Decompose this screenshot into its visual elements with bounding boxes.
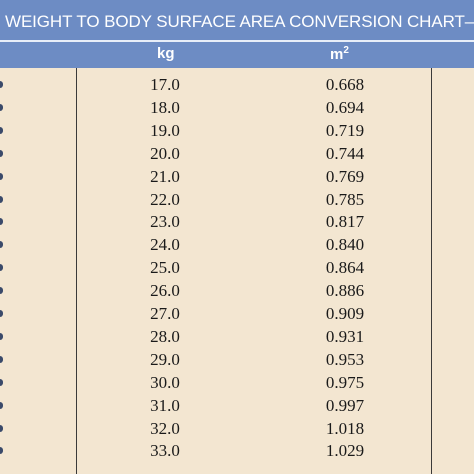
column-divider-left (76, 68, 77, 474)
table-body: 17.0 0.668 18.0 0.694 19.0 0.719 20.0 0.744 21.0… (0, 68, 474, 474)
cell-m2: 0.817 (325, 212, 365, 232)
row-edge-marker (0, 424, 3, 432)
cell-m2: 0.668 (325, 75, 365, 94)
table-row: 26.0 0.886 (0, 279, 474, 302)
row-edge-marker (0, 195, 3, 203)
cell-m2: 1.018 (325, 418, 365, 438)
column-header-m2-base: m (330, 46, 344, 63)
cell-kg: 32.0 (150, 418, 180, 438)
table-row: 29.0 0.953 (0, 348, 474, 371)
cell-m2: 0.769 (325, 166, 365, 186)
cell-kg: 26.0 (150, 281, 180, 301)
cell-kg: 27.0 (150, 304, 180, 323)
table-row: 32.0 1.018 (0, 417, 474, 440)
cell-kg: 20.0 (150, 143, 180, 163)
cell-m2: 0.785 (325, 189, 365, 209)
table-row: 23.0 0.817 (0, 210, 474, 233)
table-row: 22.0 0.785 (0, 188, 474, 211)
cell-m2: 0.840 (325, 235, 365, 255)
cell-kg: 33.0 (150, 441, 180, 461)
row-edge-marker (0, 447, 3, 455)
row-edge-marker (0, 149, 3, 157)
cell-kg: 30.0 (150, 372, 180, 392)
cell-m2: 0.997 (325, 395, 365, 415)
row-edge-marker (0, 172, 3, 180)
column-header-row: kg m2 (0, 42, 474, 68)
table-row: 21.0 0.769 (0, 165, 474, 188)
cell-m2: 1.029 (325, 441, 365, 461)
cell-m2: 0.975 (325, 372, 365, 392)
table-row: 19.0 0.719 (0, 119, 474, 142)
column-header-m2: m2 (330, 45, 349, 63)
cell-m2: 0.953 (325, 349, 365, 369)
table-row: 33.0 1.029 (0, 439, 474, 462)
cell-m2: 0.694 (325, 97, 365, 117)
cell-m2: 0.864 (325, 258, 365, 278)
row-edge-marker (0, 103, 3, 111)
cell-kg: 31.0 (150, 395, 180, 415)
cell-kg: 19.0 (150, 120, 180, 140)
table-row: 17.0 0.668 (0, 73, 474, 96)
table-row: 31.0 0.997 (0, 394, 474, 417)
row-edge-marker (0, 81, 3, 88)
row-edge-marker (0, 264, 3, 272)
cell-m2: 0.886 (325, 281, 365, 301)
row-edge-marker (0, 355, 3, 363)
table-row: 30.0 0.975 (0, 371, 474, 394)
cell-kg: 29.0 (150, 349, 180, 369)
row-edge-marker (0, 126, 3, 134)
table-row: 25.0 0.864 (0, 256, 474, 279)
row-edge-marker (0, 310, 3, 317)
column-divider-right (431, 68, 432, 474)
cell-m2: 0.931 (325, 326, 365, 346)
table-row: 27.0 0.909 (0, 302, 474, 325)
cell-m2: 0.744 (325, 143, 365, 163)
cell-kg: 22.0 (150, 189, 180, 209)
cell-kg: 28.0 (150, 326, 180, 346)
chart-title: WEIGHT TO BODY SURFACE AREA CONVERSION C… (5, 12, 474, 31)
table-row: 24.0 0.840 (0, 233, 474, 256)
cell-m2: 0.719 (325, 120, 365, 140)
row-edge-marker (0, 218, 3, 226)
cell-kg: 24.0 (150, 235, 180, 255)
cell-kg: 25.0 (150, 258, 180, 278)
title-divider (0, 40, 474, 42)
cell-kg: 17.0 (150, 75, 180, 94)
cell-kg: 23.0 (150, 212, 180, 232)
title-bar: WEIGHT TO BODY SURFACE AREA CONVERSION C… (0, 0, 474, 40)
table-row: 28.0 0.931 (0, 325, 474, 348)
row-edge-marker (0, 378, 3, 386)
cell-m2: 0.909 (325, 304, 365, 323)
row-edge-marker (0, 287, 3, 295)
row-edge-marker (0, 332, 3, 340)
table-row: 18.0 0.694 (0, 96, 474, 119)
column-header-m2-exponent: 2 (343, 45, 349, 56)
row-edge-marker (0, 241, 3, 249)
row-edge-marker (0, 401, 3, 409)
column-header-kg: kg (157, 45, 175, 62)
cell-kg: 18.0 (150, 97, 180, 117)
table-row: 20.0 0.744 (0, 142, 474, 165)
cell-kg: 21.0 (150, 166, 180, 186)
